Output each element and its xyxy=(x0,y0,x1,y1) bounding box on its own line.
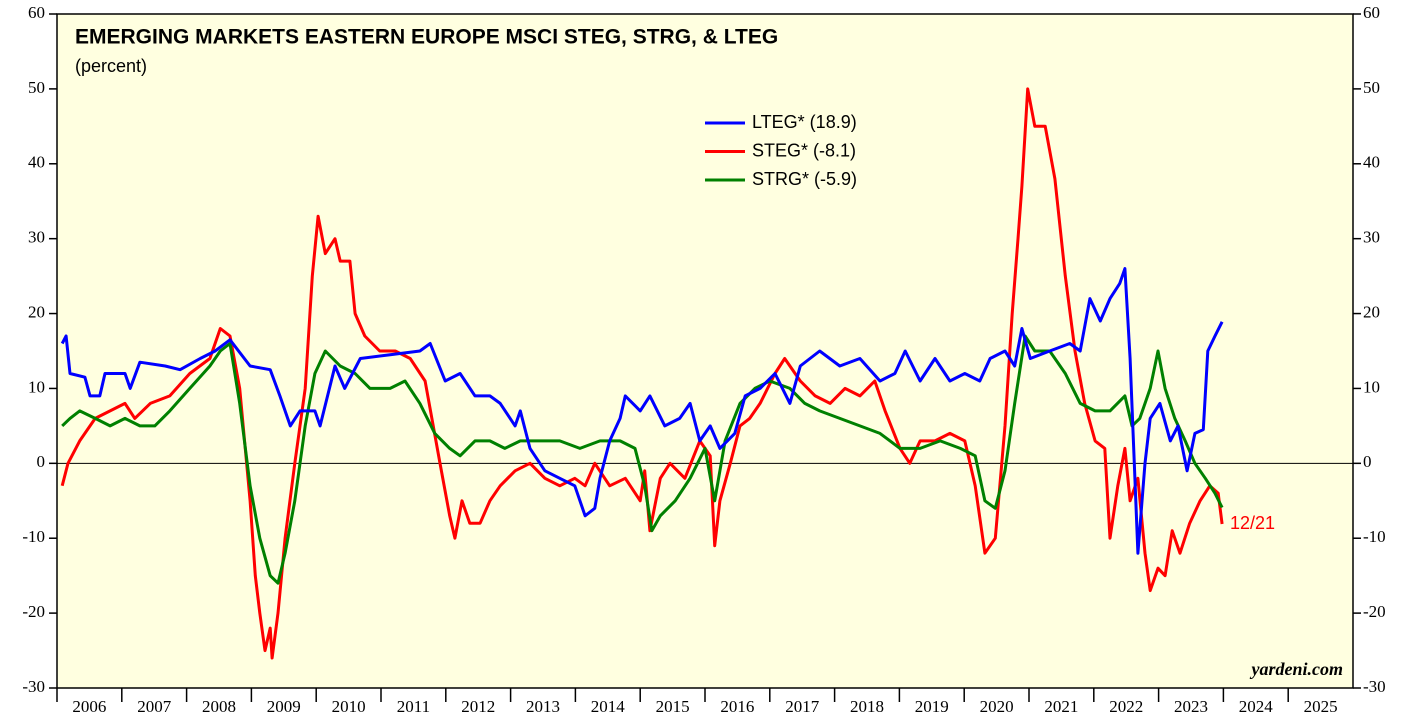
y2-tick-label: 0 xyxy=(1363,452,1372,471)
x-tick-label: 2024 xyxy=(1239,697,1274,716)
x-tick-label: 2010 xyxy=(332,697,366,716)
chart-subtitle: (percent) xyxy=(75,56,147,76)
x-tick-label: 2019 xyxy=(915,697,949,716)
legend-label: STEG* (-8.1) xyxy=(752,140,856,160)
x-tick-label: 2015 xyxy=(656,697,690,716)
x-tick-label: 2016 xyxy=(720,697,754,716)
legend-label: STRG* (-5.9) xyxy=(752,169,857,189)
legend-label: LTEG* (18.9) xyxy=(752,112,857,132)
x-tick-label: 2017 xyxy=(785,697,820,716)
y-tick-label: -20 xyxy=(22,602,45,621)
x-tick-label: 2006 xyxy=(72,697,106,716)
plot-area xyxy=(56,13,1354,689)
x-tick-label: 2014 xyxy=(591,697,626,716)
end-date-label: 12/21 xyxy=(1230,513,1275,533)
y-tick-label: 40 xyxy=(28,153,45,172)
x-tick-label: 2023 xyxy=(1174,697,1208,716)
x-tick-label: 2008 xyxy=(202,697,236,716)
x-tick-label: 2022 xyxy=(1109,697,1143,716)
x-tick-label: 2018 xyxy=(850,697,884,716)
series-line xyxy=(61,334,1224,585)
y-tick-label: 50 xyxy=(28,78,45,97)
series-line xyxy=(60,87,1224,660)
x-tick-label: 2021 xyxy=(1044,697,1078,716)
x-tick-label: 2013 xyxy=(526,697,560,716)
y-tick-label: 10 xyxy=(28,377,45,396)
x-tick-label: 2011 xyxy=(397,697,430,716)
y-tick-label: 30 xyxy=(28,228,45,247)
y2-tick-label: -10 xyxy=(1363,527,1386,546)
x-tick-label: 2012 xyxy=(461,697,495,716)
y2-tick-label: 50 xyxy=(1363,78,1380,97)
y-tick-label: 60 xyxy=(28,3,45,22)
y-tick-label: -10 xyxy=(22,527,45,546)
chart-title: EMERGING MARKETS EASTERN EUROPE MSCI STE… xyxy=(75,26,778,49)
y2-tick-label: -20 xyxy=(1363,602,1386,621)
source-label: yardeni.com xyxy=(1250,659,1344,679)
x-tick-label: 2007 xyxy=(137,697,172,716)
x-tick-label: 2025 xyxy=(1304,697,1338,716)
y2-tick-label: 20 xyxy=(1363,302,1380,321)
y-tick-label: 20 xyxy=(28,302,45,321)
y2-tick-label: 40 xyxy=(1363,153,1380,172)
y2-tick-label: 30 xyxy=(1363,228,1380,247)
y-tick-label: 0 xyxy=(37,452,46,471)
y-tick-label: -30 xyxy=(22,677,45,696)
series-line xyxy=(60,267,1224,555)
y2-tick-label: 60 xyxy=(1363,3,1380,22)
x-tick-label: 2009 xyxy=(267,697,301,716)
y2-tick-label: 10 xyxy=(1363,377,1380,396)
y2-tick-label: -30 xyxy=(1363,677,1386,696)
x-tick-label: 2020 xyxy=(980,697,1014,716)
